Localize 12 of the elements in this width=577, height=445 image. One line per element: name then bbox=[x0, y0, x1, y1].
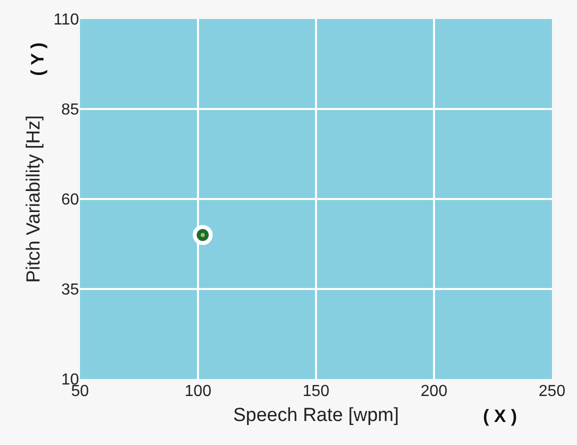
x-tick-label: 200 bbox=[420, 383, 448, 400]
text: ( Y ) bbox=[28, 42, 48, 76]
x-tick-label: 100 bbox=[184, 383, 212, 400]
y-tick-label: 35 bbox=[61, 282, 80, 299]
x-tick-label: 250 bbox=[538, 383, 566, 400]
text: ( X ) bbox=[483, 406, 517, 426]
y-tick-label: 85 bbox=[61, 102, 80, 119]
y-axis-title: Pitch Variability [Hz] bbox=[23, 115, 44, 283]
x-tick-label: 150 bbox=[302, 383, 330, 400]
y-tick-label: 60 bbox=[61, 192, 80, 209]
x-axis-title: Speech Rate [wpm] bbox=[233, 404, 399, 426]
y-tick-label: 110 bbox=[53, 12, 80, 29]
